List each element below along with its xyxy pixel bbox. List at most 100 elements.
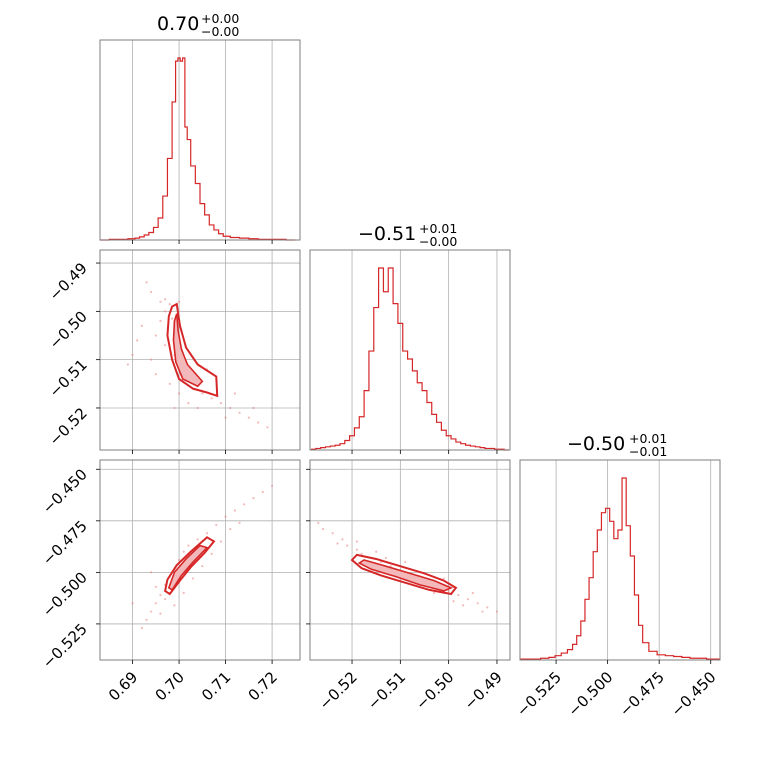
axes-frames	[99, 39, 721, 661]
sample-point-r1c0-14	[210, 397, 213, 400]
xtick-label-p0-0: 0.69	[105, 668, 141, 704]
sample-point-r2c0-25	[210, 552, 213, 555]
sample-point-r1c0-15	[219, 402, 223, 405]
sample-point-r2c0-20	[159, 612, 162, 615]
sample-point-r1c0-18	[247, 416, 250, 419]
contour-outer-r2c1	[350, 553, 458, 596]
sample-point-r2c0-26	[219, 540, 223, 543]
sample-point-r2c0-8	[177, 558, 181, 562]
title-param-2-upper: +0.01	[629, 431, 667, 446]
sample-point-r2c0-14	[224, 515, 227, 518]
sample-point-r2c1-4	[355, 548, 358, 551]
sample-point-r1c0-8	[164, 344, 167, 347]
sample-point-r2c0-30	[131, 602, 134, 605]
sample-point-r2c1-25	[452, 600, 455, 603]
sample-point-r1c0-16	[229, 406, 232, 410]
contour-inner-r1c0	[172, 313, 204, 388]
sample-point-r1c0-5	[170, 317, 174, 320]
sample-point-r2c1-24	[433, 591, 436, 595]
sample-point-r1c0-28	[177, 392, 181, 395]
sample-point-r1c0-24	[126, 363, 130, 366]
sample-point-r2c1-0	[321, 527, 325, 531]
sample-point-r1c0-29	[168, 382, 171, 385]
sample-point-r2c1-5	[360, 552, 363, 555]
sample-point-r1c0-17	[238, 411, 241, 414]
sample-point-r2c1-34	[384, 556, 387, 560]
xtick-label-p0-2: 0.71	[198, 668, 234, 704]
sample-point-r2c1-16	[466, 598, 470, 601]
sample-point-r1c0-20	[266, 426, 269, 429]
sample-point-r2c1-14	[447, 589, 450, 593]
histogram-param-0	[100, 57, 296, 241]
sample-point-r2c1-31	[462, 604, 465, 607]
ytick-label-p1-3: −0.49	[46, 259, 91, 304]
sample-point-r1c0-37	[252, 406, 255, 410]
sample-point-r1c0-3	[164, 310, 167, 313]
sample-point-r2c1-18	[486, 606, 489, 609]
sample-point-r1c0-31	[150, 358, 153, 361]
ytick-label-p2-1: −0.500	[39, 568, 91, 620]
ytick-label-p1-2: −0.50	[46, 307, 91, 352]
axes-frame-r2c1	[309, 459, 511, 661]
sample-point-r2c1-17	[476, 602, 479, 605]
title-param-2-value: −0.50	[567, 433, 625, 455]
xtick-label-p2-2: −0.475	[616, 668, 668, 720]
sample-point-r1c0-23	[131, 353, 134, 356]
contour-outer-r1c0	[166, 302, 219, 398]
sample-point-r2c0-1	[140, 626, 143, 630]
sample-point-r1c0-6	[159, 319, 162, 323]
ytick-label-p2-2: −0.475	[39, 517, 91, 569]
sample-point-r2c1-2	[341, 538, 344, 541]
sample-point-r2c0-32	[238, 521, 241, 524]
sample-point-r2c0-24	[201, 565, 204, 568]
title-param-0-upper: +0.00	[201, 11, 239, 26]
axes-frame-r2c0	[99, 459, 301, 661]
sample-point-r1c0-27	[187, 402, 190, 405]
sample-point-r2c0-16	[243, 503, 246, 506]
contour-outer-r2c0	[164, 536, 216, 596]
sample-point-r1c0-2	[159, 300, 162, 303]
title-param-1-value: −0.51	[358, 223, 416, 245]
sample-point-r2c0-27	[154, 585, 157, 588]
ytick-label-p2-3: −0.450	[39, 465, 91, 517]
sample-point-r2c1-26	[471, 591, 474, 595]
axes-frame-r1c0	[99, 249, 301, 451]
sample-point-r2c0-21	[173, 604, 176, 607]
sample-point-r2c0-11	[196, 538, 199, 541]
xtick-label-p1-3: −0.49	[461, 668, 506, 713]
sample-point-r2c1-22	[375, 550, 378, 553]
sample-point-r1c0-13	[201, 392, 204, 395]
axes-frame-r1c1	[309, 249, 511, 451]
sample-point-r2c0-12	[205, 532, 209, 535]
sample-point-r2c1-32	[481, 610, 484, 613]
xtick-label-p0-3: 0.72	[245, 668, 281, 704]
axes-frame-r0c0	[99, 39, 301, 241]
sample-point-r1c0-0	[145, 281, 148, 284]
sample-point-r2c1-19	[495, 610, 499, 613]
sample-point-r2c1-3	[346, 544, 349, 547]
sample-point-r2c1-28	[317, 521, 320, 524]
title-param-0-lower: −0.00	[201, 24, 239, 39]
sample-point-r1c0-38	[224, 416, 227, 419]
xtick-label-p1-0: −0.52	[316, 668, 361, 713]
sample-point-r1c0-39	[173, 406, 176, 410]
sample-point-r1c0-1	[150, 290, 153, 294]
ticks-layer: 0.69 0.70 0.71 0.72 −0.52 −0.51 −0.50 −0.49 −0.5…	[39, 240, 720, 720]
sample-point-r1c0-36	[233, 392, 236, 395]
sample-point-r1c0-7	[154, 334, 157, 337]
title-param-1-lower: −0.00	[419, 234, 457, 249]
sample-point-r2c0-2	[150, 610, 153, 613]
sample-point-r2c0-29	[164, 598, 167, 601]
sample-point-r2c1-15	[457, 593, 460, 597]
sample-point-r2c0-4	[159, 593, 162, 597]
sample-point-r1c0-34	[177, 300, 181, 303]
sample-point-r1c0-22	[136, 339, 139, 342]
sample-point-r2c0-3	[154, 602, 157, 605]
sample-point-r2c0-19	[270, 484, 274, 487]
sample-point-r1c0-4	[168, 303, 171, 306]
sample-point-r2c0-18	[261, 490, 264, 494]
title-param-0-value: 0.70	[157, 13, 199, 35]
ytick-label-p1-0: −0.52	[46, 404, 91, 449]
sample-point-r2c1-23	[404, 560, 407, 564]
title-param-1-upper: +0.01	[419, 221, 457, 236]
